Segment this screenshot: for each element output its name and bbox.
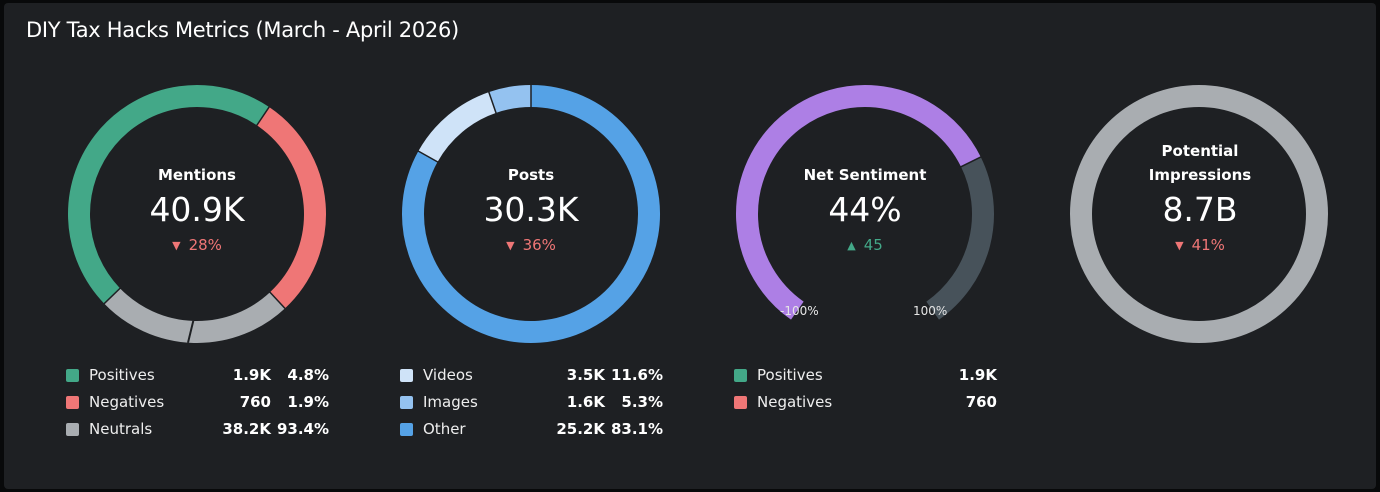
legend-count: 1.6K bbox=[566, 393, 605, 411]
legend-name: Neutrals bbox=[89, 420, 153, 438]
mentions-change: ▼ 28% bbox=[97, 233, 297, 258]
posts-legend: Videos 3.5K 11.6% Images 1.6K 5.3% Other… bbox=[400, 362, 663, 443]
up-triangle-icon: ▲ bbox=[847, 239, 856, 252]
legend-count: 3.5K bbox=[566, 366, 605, 384]
posts-change: ▼ 36% bbox=[431, 233, 631, 258]
potential-impressions-donut bbox=[1070, 85, 1328, 343]
mentions-label: Mentions bbox=[157, 166, 236, 184]
gauge-max-label: 100% bbox=[913, 304, 948, 318]
videos-segment bbox=[418, 92, 497, 163]
legend-percent: 83.1% bbox=[610, 420, 663, 438]
posts-summary: Posts 30.3K ▼ 36% bbox=[431, 163, 631, 258]
legend-swatch bbox=[66, 423, 79, 436]
net-sentiment-change: ▲ 45 bbox=[765, 233, 965, 258]
down-triangle-icon: ▼ bbox=[506, 239, 515, 252]
sentiment-track-arc bbox=[926, 157, 994, 320]
net-sentiment-label: Net Sentiment bbox=[803, 166, 927, 184]
impressions-change: ▼ 41% bbox=[1100, 233, 1300, 258]
legend-name: Negatives bbox=[89, 393, 165, 411]
legend-percent: 5.3% bbox=[621, 393, 663, 411]
page-title: DIY Tax Hacks Metrics (March - April 202… bbox=[26, 18, 459, 42]
legend-item: Positives 1.9K 4.8% bbox=[66, 362, 329, 389]
legend-item: Negatives 760 bbox=[734, 389, 997, 416]
posts-label: Posts bbox=[507, 166, 555, 184]
legend-name: Positives bbox=[89, 366, 155, 384]
gauge-min-label: -100% bbox=[780, 304, 819, 318]
net-sentiment-value: 44% bbox=[828, 190, 902, 229]
legend-swatch bbox=[734, 396, 747, 409]
mentions-change-value: 28% bbox=[188, 236, 222, 254]
neutrals-segment bbox=[104, 288, 285, 343]
impressions-change-value: 41% bbox=[1191, 236, 1225, 254]
impressions-value: 8.7B bbox=[1162, 190, 1238, 229]
legend-count: 760 bbox=[965, 393, 997, 411]
legend-name: Images bbox=[423, 393, 478, 411]
legend-swatch bbox=[400, 396, 413, 409]
dashboard-panel bbox=[4, 3, 1376, 489]
legend-percent: 93.4% bbox=[276, 420, 329, 438]
down-triangle-icon: ▼ bbox=[1175, 239, 1184, 252]
legend-item: Images 1.6K 5.3% bbox=[400, 389, 663, 416]
legend-swatch bbox=[400, 423, 413, 436]
net-sentiment-change-value: 45 bbox=[863, 236, 883, 254]
legend-swatch bbox=[734, 369, 747, 382]
mentions-legend: Positives 1.9K 4.8% Negatives 760 1.9% N… bbox=[66, 362, 329, 443]
positives-segment bbox=[68, 85, 270, 304]
impressions-label: Potential Impressions bbox=[1148, 142, 1252, 184]
legend-percent: 4.8% bbox=[287, 366, 329, 384]
impressions-ring bbox=[1070, 85, 1328, 343]
axis-break-mark bbox=[187, 320, 195, 343]
sentiment-fill-arc bbox=[736, 85, 981, 320]
legend-name: Positives bbox=[757, 366, 823, 384]
negatives-segment bbox=[256, 107, 326, 309]
legend-name: Videos bbox=[423, 366, 473, 384]
other-segment bbox=[402, 85, 660, 343]
down-triangle-icon: ▼ bbox=[172, 239, 181, 252]
posts-donut bbox=[402, 84, 660, 343]
mentions-value: 40.9K bbox=[149, 190, 245, 229]
net-sentiment-legend: Positives 1.9K Negatives 760 bbox=[734, 362, 997, 416]
segment-separator bbox=[959, 155, 982, 168]
legend-item: Positives 1.9K bbox=[734, 362, 997, 389]
legend-count: 760 bbox=[239, 393, 271, 411]
legend-item: Other 25.2K 83.1% bbox=[400, 416, 663, 443]
legend-swatch bbox=[66, 369, 79, 382]
images-segment bbox=[488, 85, 532, 113]
mentions-summary: Mentions 40.9K ▼ 28% bbox=[97, 163, 297, 258]
legend-swatch bbox=[400, 369, 413, 382]
legend-item: Negatives 760 1.9% bbox=[66, 389, 329, 416]
legend-count: 38.2K bbox=[222, 420, 271, 438]
mentions-donut bbox=[68, 85, 326, 343]
posts-change-value: 36% bbox=[522, 236, 556, 254]
legend-name: Other bbox=[423, 420, 466, 438]
legend-percent: 1.9% bbox=[287, 393, 329, 411]
segment-separator bbox=[255, 105, 271, 127]
legend-count: 25.2K bbox=[556, 420, 605, 438]
legend-item: Videos 3.5K 11.6% bbox=[400, 362, 663, 389]
segment-separator bbox=[268, 291, 287, 310]
segment-separator bbox=[102, 287, 122, 305]
legend-item: Neutrals 38.2K 93.4% bbox=[66, 416, 329, 443]
legend-percent: 11.6% bbox=[610, 366, 663, 384]
net-sentiment-summary: Net Sentiment 44% ▲ 45 bbox=[765, 163, 965, 258]
net-sentiment-gauge bbox=[736, 85, 994, 320]
posts-value: 30.3K bbox=[483, 190, 579, 229]
legend-name: Negatives bbox=[757, 393, 833, 411]
impressions-summary: Potential Impressions 8.7B ▼ 41% bbox=[1100, 139, 1300, 258]
legend-count: 1.9K bbox=[958, 366, 997, 384]
segment-separator bbox=[487, 90, 498, 115]
legend-count: 1.9K bbox=[232, 366, 271, 384]
segment-separator bbox=[417, 150, 439, 164]
legend-swatch bbox=[66, 396, 79, 409]
